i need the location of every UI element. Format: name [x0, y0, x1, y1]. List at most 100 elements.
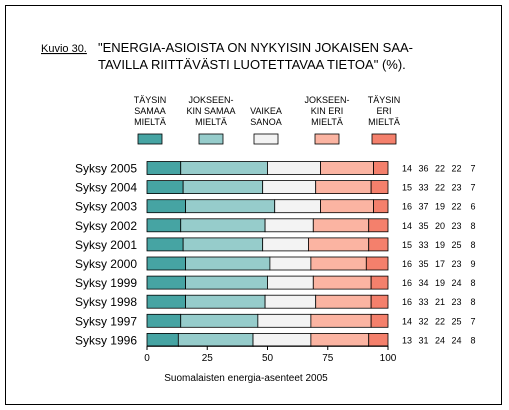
x-tick-label: 25	[202, 353, 214, 364]
bar-segment	[182, 237, 264, 252]
value-label: 8	[470, 335, 475, 345]
value-label: 33	[418, 297, 428, 307]
value-label: 34	[418, 278, 428, 288]
value-label: 35	[418, 259, 428, 269]
category-label: Syksy 1996	[75, 333, 137, 347]
legend-label: TÄYSIN SAMAA MIELTÄ	[134, 95, 167, 127]
value-label: 15	[402, 183, 412, 193]
bar-segment	[180, 161, 268, 175]
value-label: 24	[451, 335, 461, 345]
value-label: 14	[402, 164, 412, 174]
value-label: 22	[435, 164, 445, 174]
value-label: 8	[470, 278, 475, 288]
bar-segment	[267, 275, 314, 290]
value-label: 22	[451, 164, 461, 174]
bar-segment	[365, 256, 389, 271]
legend-swatch	[198, 133, 224, 145]
value-label: 23	[451, 221, 461, 231]
category-label: Syksy 2000	[75, 257, 137, 271]
bar-segment	[312, 218, 370, 233]
legend-swatch	[137, 133, 163, 145]
bar-segment	[368, 237, 389, 252]
value-label: 25	[451, 316, 461, 326]
bar-segment	[370, 275, 389, 290]
value-label: 8	[470, 240, 475, 250]
bar-segment	[257, 313, 312, 328]
x-tick-label: 0	[144, 353, 150, 364]
category-label: Syksy 2001	[75, 238, 137, 252]
bar-segment	[312, 275, 372, 290]
value-label: 7	[470, 183, 475, 193]
bar-segment	[308, 237, 370, 252]
value-label: 33	[418, 240, 428, 250]
value-label: 7	[470, 316, 475, 326]
value-label: 35	[418, 221, 428, 231]
bar-segment	[146, 237, 184, 252]
category-label: Syksy 2002	[75, 219, 137, 233]
bar-segment	[310, 256, 367, 271]
value-label: 23	[451, 297, 461, 307]
figure-label: Kuvio 30.	[41, 43, 87, 55]
value-label: 17	[435, 259, 445, 269]
value-label: 7	[470, 164, 475, 174]
value-label: 16	[402, 278, 412, 288]
x-axis: 0 25 50 75 100	[144, 345, 397, 364]
bar-segment	[146, 199, 186, 214]
value-label: 25	[451, 240, 461, 250]
x-axis-title: Suomalaisten energia-asenteet 2005	[164, 373, 328, 384]
value-label: 22	[435, 316, 445, 326]
category-label: Syksy 2003	[75, 200, 137, 214]
chart-title-line2: TAVILLA RIITTÄVÄSTI LUOTETTAVAA TIETOA" …	[98, 57, 406, 72]
value-label: 19	[435, 202, 445, 212]
x-tick-label: 75	[322, 353, 334, 364]
value-label: 19	[435, 278, 445, 288]
bar-segment	[267, 161, 321, 175]
x-tick-label: 50	[262, 353, 274, 364]
bar-segment	[368, 218, 389, 233]
value-label: 21	[435, 297, 445, 307]
plot-area: Syksy 2005 14 36 22 22 7 Syksy 2004 15 33 22 23 7 Sy…	[75, 161, 476, 347]
bar-segment	[310, 313, 372, 328]
value-label: 16	[402, 297, 412, 307]
x-tick-label: 100	[380, 353, 397, 364]
bar-segment	[315, 294, 372, 309]
bar-segment	[315, 180, 372, 195]
legend-swatch	[253, 133, 279, 145]
bar-segment	[146, 294, 186, 309]
value-label: 24	[451, 278, 461, 288]
bar-segment	[182, 180, 264, 195]
bar-segment	[320, 199, 374, 214]
value-label: 15	[402, 240, 412, 250]
category-label: Syksy 1998	[75, 295, 137, 309]
value-label: 19	[435, 240, 445, 250]
value-label: 23	[451, 259, 461, 269]
bar-segment	[373, 161, 389, 175]
bar-segment	[252, 332, 312, 347]
bar-segment	[264, 294, 317, 309]
value-label: 24	[435, 335, 445, 345]
bar-segment	[185, 256, 271, 271]
bar-segment	[146, 218, 182, 233]
bar-segment	[368, 332, 389, 347]
legend-swatch	[371, 133, 397, 145]
value-label: 32	[418, 316, 428, 326]
value-label: 22	[435, 183, 445, 193]
category-label: Syksy 1997	[75, 314, 137, 328]
value-label: 6	[470, 202, 475, 212]
bar-segment	[146, 275, 186, 290]
value-label: 36	[418, 164, 428, 174]
chart-svg: Kuvio 30. "ENERGIA-ASIOISTA ON NYKYISIN …	[41, 40, 476, 384]
bar-segment	[177, 332, 254, 347]
category-label: Syksy 2004	[75, 181, 137, 195]
value-label: 8	[470, 297, 475, 307]
value-label: 16	[402, 259, 412, 269]
bar-segment	[269, 256, 312, 271]
bar-segment	[146, 180, 184, 195]
bar-segment	[310, 332, 370, 347]
bar-segment	[320, 161, 374, 175]
value-label: 16	[402, 202, 412, 212]
value-label: 23	[451, 183, 461, 193]
value-label: 20	[435, 221, 445, 231]
value-label: 33	[418, 183, 428, 193]
legend-swatch	[314, 133, 340, 145]
